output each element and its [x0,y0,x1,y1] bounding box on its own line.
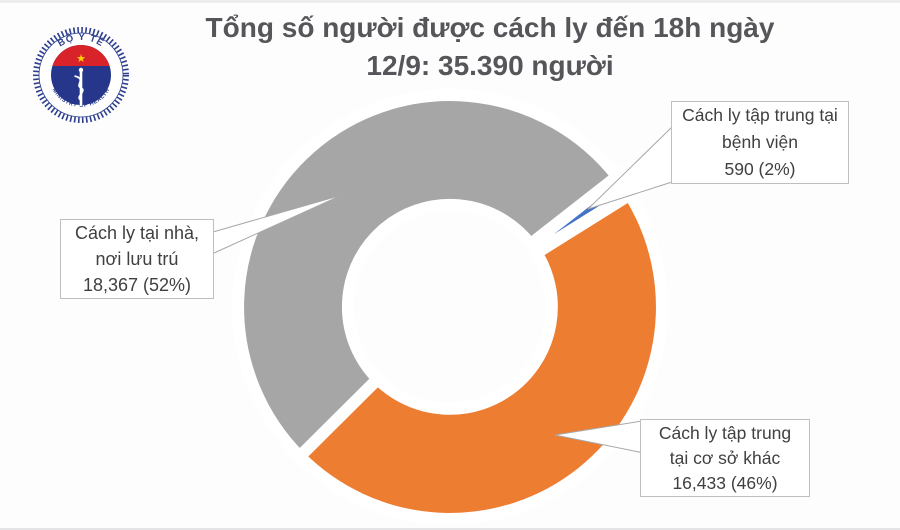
chart-title-line2: 12/9: 35.390 người [366,50,614,81]
data-label-home: Cách ly tại nhà, nơi lưu trú 18,367 (52%… [60,219,214,299]
data-label-line: Cách ly tập trung tại [682,105,838,125]
callout-wedge-hospital [587,126,673,210]
logo-asclepius-rod-icon [74,67,84,106]
logo-sunburst-ring [33,27,129,123]
logo-star-icon: ★ [76,53,86,65]
top-edge-strip [0,0,900,3]
callout-leaders [212,126,673,454]
chart-title-line1: Tổng số người được cách ly đến 18h ngày [205,12,775,43]
data-label-line: 590 (2%) [724,159,796,179]
callout-wedge-home [212,194,343,254]
bottom-edge-line [0,528,900,530]
logo-top-arc-text: BỘ Y TẾ [56,32,106,50]
logo-red-band [51,45,111,66]
data-label-line: nơi lưu trú [95,249,179,269]
data-label-line: 18,367 (52%) [82,275,192,295]
data-label-line: Cách ly tại nhà, [74,223,200,243]
donut-slices [232,89,668,525]
chart-title: Tổng số người được cách ly đến 18h ngày … [135,9,845,85]
data-label-hospital: Cách ly tập trung tại bệnh viện 590 (2%) [671,101,849,184]
data-label-line: Cách ly tập trung [658,422,792,443]
data-label-line: bệnh viện [722,132,798,152]
data-label-line: tại cơ sở khác [669,447,781,468]
data-label-line: 16,433 (46%) [672,472,778,493]
data-label-other: Cách ly tập trung tại cơ sở khác 16,433 … [640,419,810,497]
ministry-of-health-logo: BỘ Y TẾ MINISTRY OF HEALTH ★ [33,27,129,123]
callout-wedge-other [554,420,645,454]
donut-slice-home [232,89,626,465]
